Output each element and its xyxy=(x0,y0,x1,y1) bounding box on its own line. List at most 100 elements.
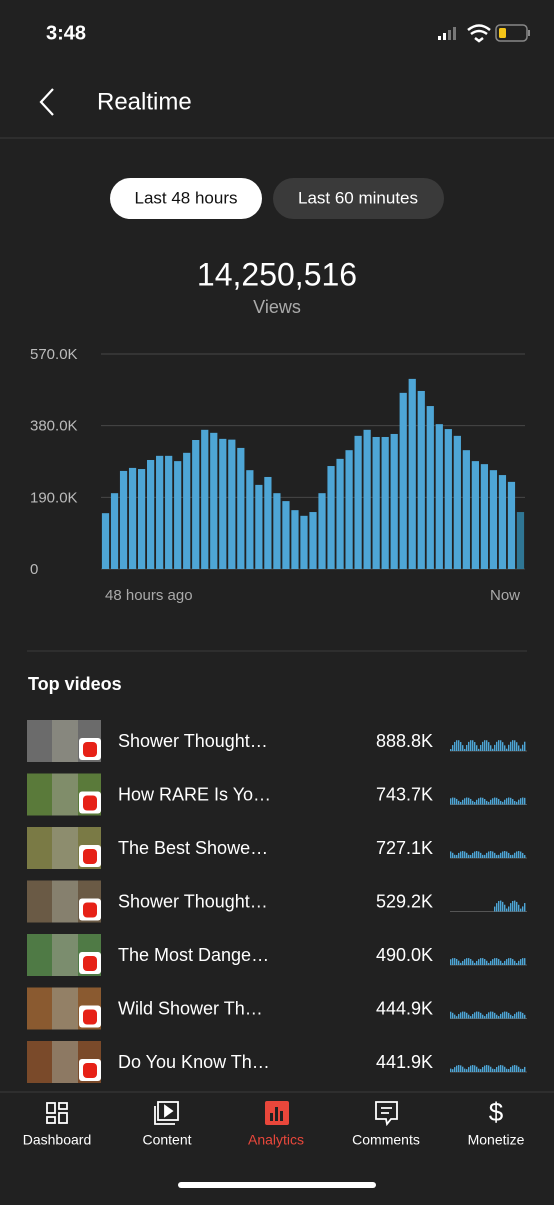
sparkline-bar xyxy=(470,740,472,751)
sparkline-bar xyxy=(514,800,516,805)
sparkline-bar xyxy=(524,855,526,858)
dashboard-icon[interactable] xyxy=(46,1102,68,1124)
video-row[interactable]: Do You Know Th… 441.9K xyxy=(27,1041,527,1083)
bar xyxy=(381,436,389,569)
sparkline-bar xyxy=(484,959,486,965)
sparkline-bar xyxy=(482,741,484,751)
sparkline-bar xyxy=(516,742,518,751)
sparkline-bar xyxy=(492,748,494,751)
video-row[interactable]: How RARE Is Yo… 743.7K xyxy=(27,773,527,816)
sparkline-bar xyxy=(510,1014,512,1019)
tab[interactable] xyxy=(273,178,444,219)
sparkline-bar xyxy=(454,854,456,858)
sparkline-bar xyxy=(518,745,520,751)
sparkline-bar xyxy=(510,1066,512,1072)
sparkline-bar xyxy=(522,906,524,912)
back-button[interactable] xyxy=(39,88,54,116)
sparkline-bar xyxy=(484,740,486,751)
sparkline-bar xyxy=(494,852,496,858)
sparkline-bar xyxy=(460,1012,462,1019)
nav-label[interactable]: Dashboard xyxy=(23,1132,92,1148)
sparkline-bar xyxy=(472,800,474,805)
sparkline-bar xyxy=(454,1067,456,1072)
sparkline-bar xyxy=(516,801,518,805)
sparkline-bar xyxy=(456,958,458,965)
sparkline-bar xyxy=(516,851,518,858)
sparkline-bar xyxy=(488,801,490,805)
sparkline-bar xyxy=(494,1069,496,1072)
sparkline-bar xyxy=(500,960,502,965)
sparkline-bar xyxy=(496,797,498,805)
analytics-icon[interactable] xyxy=(265,1101,289,1125)
sparkline-bar xyxy=(516,901,518,912)
sparkline-bar xyxy=(520,1011,522,1019)
sparkline-bar xyxy=(520,908,522,912)
bar xyxy=(128,467,137,569)
video-title: How RARE Is Yo… xyxy=(118,784,271,804)
sparkline-bar xyxy=(476,799,478,805)
sparkline-bar xyxy=(500,1013,502,1019)
bar xyxy=(300,515,308,569)
comments-icon[interactable] xyxy=(375,1101,398,1127)
sparkline-bar xyxy=(498,959,500,965)
total-views: 14,250,516 xyxy=(197,256,357,292)
sparkline-bar xyxy=(506,908,508,912)
sparkline-bar xyxy=(486,800,488,805)
sparkline-bar xyxy=(490,1066,492,1072)
sparkline-bar xyxy=(494,958,496,965)
nav-label[interactable]: Comments xyxy=(352,1132,420,1148)
tab-label[interactable]: Last 60 minutes xyxy=(298,188,418,207)
status-time: 3:48 xyxy=(46,22,86,44)
y-tick-label: 380.0K xyxy=(30,418,78,435)
sparkline-bar xyxy=(470,798,472,805)
sparkline-bar xyxy=(488,742,490,751)
sparkline-bar xyxy=(492,1068,494,1072)
bar xyxy=(453,435,461,569)
tab-active[interactable] xyxy=(110,178,262,219)
video-title: Shower Thought… xyxy=(118,891,268,911)
video-row[interactable]: Wild Shower Th… 444.9K xyxy=(27,987,527,1030)
sparkline-bar xyxy=(498,901,500,912)
sparkline-bar xyxy=(494,1012,496,1019)
sparkline-bar xyxy=(488,962,490,965)
bar xyxy=(426,406,434,569)
nav-label[interactable]: Analytics xyxy=(248,1132,304,1148)
sparkline-bar xyxy=(456,1016,458,1019)
sparkline-bar xyxy=(484,799,486,805)
video-views: 743.7K xyxy=(376,784,433,804)
video-row[interactable]: Shower Thought… 529.2K xyxy=(27,880,527,923)
sparkline-bar xyxy=(490,745,492,751)
y-tick-label: 570.0K xyxy=(30,346,78,363)
video-row[interactable]: The Best Showe… 727.1K xyxy=(27,827,527,869)
bar xyxy=(282,501,290,569)
sparkline-bar xyxy=(454,958,456,965)
sparkline-bar xyxy=(460,741,462,751)
bar xyxy=(228,439,236,569)
nav-label[interactable]: Monetize xyxy=(468,1132,525,1148)
shorts-badge xyxy=(83,742,97,757)
video-title: Do You Know Th… xyxy=(118,1052,270,1072)
bar xyxy=(345,450,353,569)
sparkline-bar xyxy=(504,1066,506,1072)
content-icon[interactable] xyxy=(154,1101,179,1125)
bar xyxy=(255,484,263,569)
video-row[interactable]: Shower Thought… 888.8K xyxy=(27,720,527,762)
sparkline-bar xyxy=(486,740,488,751)
monetize-icon[interactable]: $ xyxy=(489,1097,504,1127)
home-indicator xyxy=(178,1182,376,1188)
sparkline-bar xyxy=(504,960,506,965)
video-row[interactable]: The Most Dange… 490.0K xyxy=(27,934,527,976)
sparkline-bar xyxy=(472,740,474,751)
sparkline-bar xyxy=(522,958,524,965)
sparkline-bar xyxy=(512,799,514,805)
tab-label[interactable]: Last 48 hours xyxy=(134,188,237,207)
sparkline-bar xyxy=(520,959,522,965)
sparkline-bar xyxy=(466,1069,468,1072)
sparkline-bar xyxy=(520,851,522,858)
chart: 0 190.0K 380.0K 570.0K 48 hours ago Now xyxy=(30,346,525,604)
sparkline-bar xyxy=(462,1066,464,1072)
nav-label[interactable]: Content xyxy=(142,1132,191,1148)
sparkline-bar xyxy=(474,1065,476,1072)
sparkline-bar xyxy=(470,1016,472,1019)
thumbnail-center xyxy=(52,773,78,816)
